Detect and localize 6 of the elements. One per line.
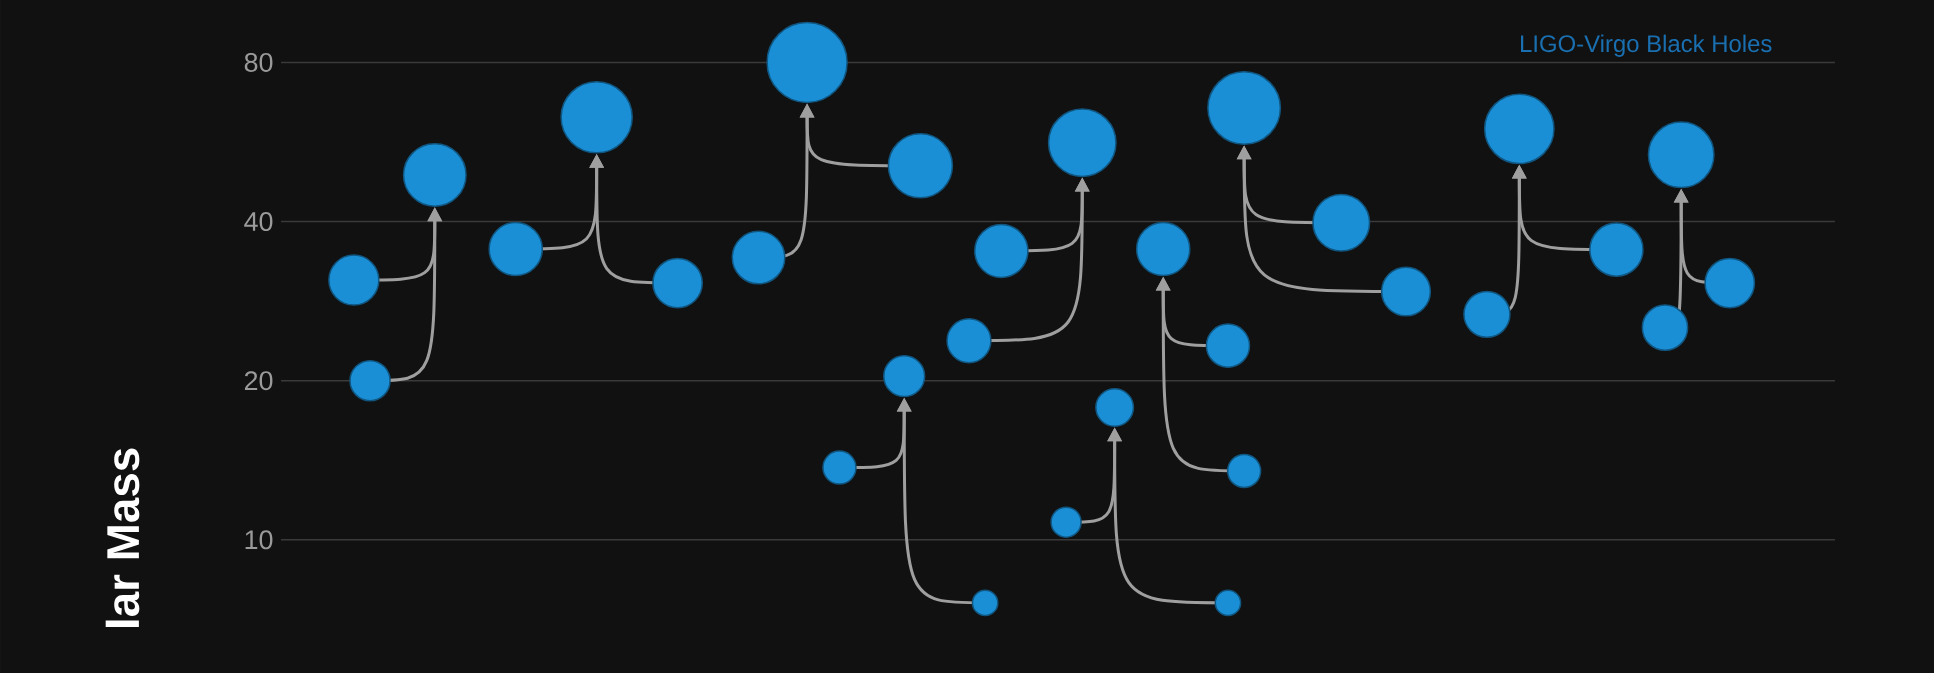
y-tick-label: 20 bbox=[244, 371, 273, 391]
y-tick-label: 10 bbox=[245, 530, 273, 550]
y-tick-label: 80 bbox=[244, 52, 273, 72]
y-tick-label: 40 bbox=[244, 212, 273, 232]
y-axis-title: lar Mass bbox=[105, 448, 140, 627]
annotation: LIGO-Virgo Black Holes bbox=[1521, 34, 1772, 57]
